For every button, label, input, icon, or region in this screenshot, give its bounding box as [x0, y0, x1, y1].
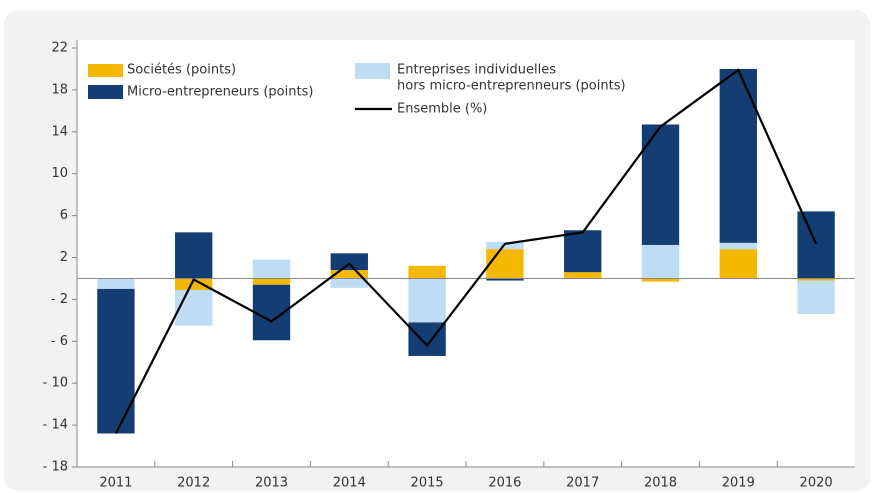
bar-segment	[797, 211, 835, 279]
legend-label: hors micro-entreprenneurs (points)	[397, 79, 626, 94]
x-tick-label: 2018	[644, 476, 677, 491]
bar-segment	[175, 289, 213, 326]
y-tick-label: - 10	[43, 376, 68, 391]
x-tick-label: 2015	[411, 476, 444, 491]
legend-label: Micro-entrepreneurs (points)	[127, 85, 313, 100]
x-tick-label: 2012	[177, 476, 210, 491]
bar-segment	[408, 265, 446, 279]
y-tick-label: 2	[60, 250, 68, 265]
bar-segment	[175, 278, 213, 290]
line-series	[114, 68, 818, 434]
y-tick-label: 6	[60, 208, 68, 223]
bar-segment	[797, 280, 835, 315]
legend-label: Sociétés (points)	[127, 63, 236, 78]
y-tick-label: - 14	[43, 418, 68, 433]
legend-swatch	[355, 63, 390, 79]
bar-segment	[719, 68, 757, 243]
legend-swatch	[88, 64, 123, 77]
y-tick-label: 10	[51, 166, 68, 181]
y-tick-label: 22	[51, 41, 68, 56]
bar-segment	[797, 278, 835, 281]
bar-segment	[252, 259, 291, 279]
bar-segment	[641, 244, 680, 279]
y-tick-label: - 18	[43, 460, 68, 475]
bar-segment	[564, 272, 602, 279]
bar-segment	[486, 249, 524, 279]
y-tick-label: 18	[51, 82, 68, 97]
y-tick-label: 14	[51, 124, 68, 139]
x-tick-label: 2016	[488, 476, 521, 491]
y-tick-label: - 6	[51, 334, 68, 349]
x-tick-label: 2013	[255, 476, 288, 491]
legend-label: Entreprises individuelles	[397, 63, 556, 78]
x-tick-label: 2014	[333, 476, 366, 491]
bar-segment	[97, 288, 135, 434]
bar-segment	[486, 278, 524, 281]
bar-segment	[719, 242, 757, 250]
bar-segment	[97, 278, 135, 289]
bar-segment	[252, 278, 291, 285]
bar-segment	[641, 278, 680, 282]
bar-segment	[408, 278, 446, 323]
x-tick-label: 2019	[722, 476, 755, 491]
legend-swatch	[88, 85, 123, 99]
bar-segment	[330, 278, 368, 288]
bar-segment	[564, 230, 602, 273]
bar-segment	[719, 249, 757, 279]
bar-segment	[175, 232, 213, 279]
y-tick-label: - 2	[51, 292, 68, 307]
bar-segment	[330, 270, 368, 279]
x-tick-label: 2011	[99, 476, 132, 491]
legend-label: Ensemble (%)	[397, 102, 487, 117]
x-tick-label: 2020	[800, 476, 833, 491]
bar-segment	[330, 253, 368, 271]
x-tick-label: 2017	[566, 476, 599, 491]
